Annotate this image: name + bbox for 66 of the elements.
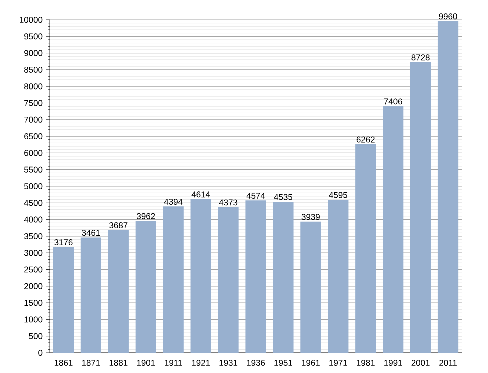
x-tick-label: 1971 [330,360,348,366]
bar [108,230,129,353]
bar [438,21,459,353]
data-label: 3176 [54,240,73,246]
y-tick-label: 5000 [24,184,43,190]
x-tick-label: 1951 [274,360,292,366]
bar [246,200,266,353]
x-tick-label: 1911 [165,360,182,366]
x-tick-label: 1861 [54,360,73,366]
x-tick-label: 1936 [247,360,266,366]
y-tick-label: 6500 [24,134,43,140]
y-tick-label: 500 [29,333,43,340]
y-tick-label: 1000 [24,316,43,323]
x-tick-label: 1871 [82,360,100,366]
y-tick-label: 6000 [24,150,43,156]
bar [53,247,74,353]
bar [356,144,376,353]
data-label: 4373 [219,200,238,206]
y-tick-label: 10000 [20,17,43,23]
y-tick-label: 2000 [24,283,43,290]
y-tick-label: 7000 [24,116,43,123]
bar [410,62,432,353]
y-tick-label: 2500 [24,266,43,273]
y-tick-label: 0 [38,350,43,356]
y-tick-label: 8000 [24,84,43,90]
bar [218,207,239,353]
data-label: 8728 [412,54,430,61]
x-tick-label: 1881 [110,360,128,366]
data-label: 4535 [274,194,293,200]
data-label: 4595 [329,192,348,198]
x-tick-label: 1921 [192,360,210,366]
bar [300,222,322,353]
y-tick-label: 3500 [24,233,43,240]
data-label: 3687 [110,222,128,229]
y-tick-label: 9000 [24,50,43,56]
x-tick-label: 1931 [220,360,238,366]
bar [136,221,156,353]
data-label: 3939 [302,214,320,220]
bar [328,200,349,353]
y-tick-label: 4000 [24,216,43,223]
data-label: 6262 [356,136,375,143]
bar [383,106,404,353]
data-label: 3461 [82,230,100,236]
y-tick-label: 1500 [24,300,43,306]
data-label: 3962 [137,213,156,220]
x-tick-label: 1991 [384,360,402,366]
bar [273,202,294,353]
y-tick-label: 4500 [24,200,43,206]
y-tick-label: 7500 [24,100,43,106]
bar [80,238,102,353]
y-tick-label: 5500 [24,166,43,173]
bar [163,206,184,353]
x-tick-label: 1961 [302,360,320,366]
data-label: 4574 [246,193,266,199]
data-label: 4614 [192,192,210,198]
x-tick-label: 2001 [412,360,430,366]
data-label: 9960 [439,14,458,20]
x-tick-label: 1901 [137,360,156,366]
data-label: 7406 [384,98,402,105]
x-tick-label: 1981 [357,360,375,366]
y-tick-label: 9500 [24,34,43,40]
bar [190,199,212,353]
data-label: 4394 [164,198,183,205]
x-tick-label: 2011 [440,360,457,366]
y-tick-label: 8500 [24,66,43,73]
y-tick-label: 3000 [24,250,43,256]
